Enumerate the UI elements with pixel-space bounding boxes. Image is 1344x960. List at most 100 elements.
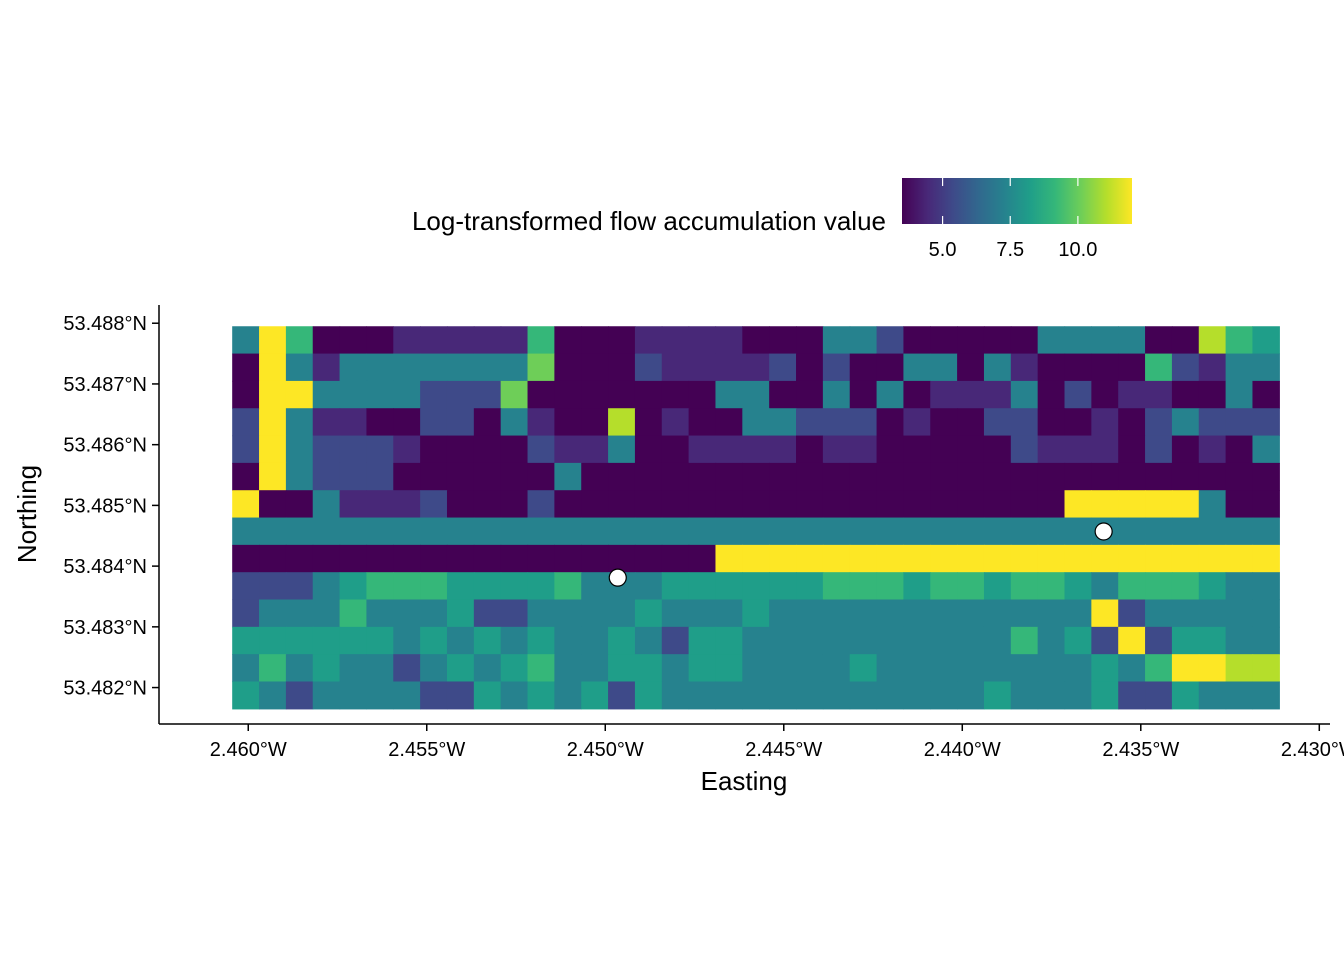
heatmap-cell: [473, 408, 502, 437]
heatmap-cell: [527, 462, 555, 491]
colorbar-tick-label: 10.0: [1058, 239, 1097, 261]
heatmap-cell: [446, 626, 475, 655]
heatmap-cell: [420, 326, 448, 355]
heatmap-cell: [393, 326, 421, 355]
heatmap-cell: [688, 681, 717, 710]
heatmap-cell: [769, 599, 797, 628]
heatmap-cell: [1091, 408, 1119, 437]
heatmap-cell: [393, 626, 421, 655]
heatmap-cell: [232, 626, 260, 655]
heatmap-cell: [742, 435, 770, 464]
heatmap-cell: [420, 626, 448, 655]
heatmap-cell: [366, 490, 394, 519]
heatmap-cell: [1225, 326, 1254, 355]
heatmap-cell: [661, 544, 690, 573]
heatmap-cell: [446, 599, 475, 628]
heatmap-cell: [1037, 380, 1066, 409]
heatmap-cell: [849, 626, 878, 655]
heatmap-cell: [796, 462, 824, 491]
heatmap-cell: [822, 654, 851, 683]
heatmap-cell: [983, 380, 1012, 409]
heatmap-cell: [554, 517, 582, 546]
heatmap-cell: [769, 544, 797, 573]
heatmap-cell: [339, 572, 368, 601]
heatmap-cell: [769, 380, 797, 409]
heatmap-cell: [554, 681, 582, 710]
heatmap-cell: [393, 435, 421, 464]
heatmap-cell: [581, 626, 609, 655]
heatmap-cell: [1145, 544, 1173, 573]
heatmap-cell: [688, 490, 717, 519]
heatmap-cell: [473, 462, 502, 491]
heatmap-cell: [608, 517, 636, 546]
heatmap-cell: [957, 353, 985, 382]
heatmap-cell: [769, 435, 797, 464]
heatmap-cell: [983, 599, 1012, 628]
heatmap-cell: [1118, 380, 1146, 409]
heatmap-cell: [1010, 462, 1039, 491]
heatmap-cell: [312, 353, 341, 382]
heatmap-cell: [742, 572, 770, 601]
heatmap-cell: [1064, 380, 1092, 409]
heatmap-cell: [1171, 435, 1200, 464]
heatmap-cell: [1091, 544, 1119, 573]
heatmap-cell: [903, 353, 931, 382]
sample-points: [608, 522, 1113, 587]
heatmap-cell: [930, 681, 958, 710]
heatmap-cell: [527, 572, 555, 601]
heatmap-cell: [822, 517, 851, 546]
heatmap-cell: [715, 626, 743, 655]
heatmap-cell: [339, 380, 368, 409]
heatmap-cell: [1252, 599, 1280, 628]
heatmap-cell: [446, 517, 475, 546]
heatmap-cell: [822, 626, 851, 655]
heatmap-cell: [232, 380, 260, 409]
heatmap-cell: [1010, 626, 1039, 655]
heatmap-cell: [339, 544, 368, 573]
heatmap-cell: [527, 490, 555, 519]
heatmap-cell: [822, 353, 851, 382]
heatmap-cell: [366, 353, 394, 382]
x-axis-ticks: 2.460°W 2.455°W 2.450°W 2.445°W 2.440°W 2.435…: [210, 724, 1344, 761]
heatmap-cell: [634, 326, 663, 355]
heatmap-cell: [903, 435, 931, 464]
heatmap-cell: [1198, 490, 1227, 519]
heatmap-cell: [581, 435, 609, 464]
heatmap-cell: [446, 353, 475, 382]
heatmap-cell: [661, 654, 690, 683]
heatmap-cell: [1118, 572, 1146, 601]
heatmap-cell: [1037, 517, 1066, 546]
heatmap-cell: [420, 599, 448, 628]
heatmap-cell: [366, 599, 394, 628]
heatmap-cell: [259, 435, 287, 464]
y-tick-label: 53.486°N: [63, 435, 147, 457]
heatmap-cell: [473, 326, 502, 355]
heatmap-cell: [446, 380, 475, 409]
heatmap-cell: [232, 654, 260, 683]
heatmap-cell: [420, 544, 448, 573]
heatmap-cell: [473, 490, 502, 519]
heatmap-cell: [527, 408, 555, 437]
heatmap-cell: [500, 462, 529, 491]
y-tick-label: 53.484°N: [63, 556, 147, 578]
heatmap-cell: [742, 462, 770, 491]
heatmap-cell: [769, 654, 797, 683]
heatmap-cell: [1091, 599, 1119, 628]
heatmap-cell: [446, 490, 475, 519]
heatmap-cell: [366, 408, 394, 437]
heatmap-cell: [1010, 353, 1039, 382]
heatmap-cell: [661, 353, 690, 382]
heatmap-cell: [339, 353, 368, 382]
heatmap-cell: [1252, 353, 1280, 382]
heatmap-cell: [1010, 408, 1039, 437]
heatmap-cell: [1064, 654, 1092, 683]
heatmap-cell: [1037, 326, 1066, 355]
heatmap-cell: [527, 380, 555, 409]
heatmap-cell: [500, 326, 529, 355]
heatmap-cell: [420, 572, 448, 601]
heatmap-cell: [930, 626, 958, 655]
heatmap-cell: [366, 326, 394, 355]
heatmap-cell: [903, 572, 931, 601]
heatmap-cell: [769, 326, 797, 355]
heatmap-cell: [688, 599, 717, 628]
